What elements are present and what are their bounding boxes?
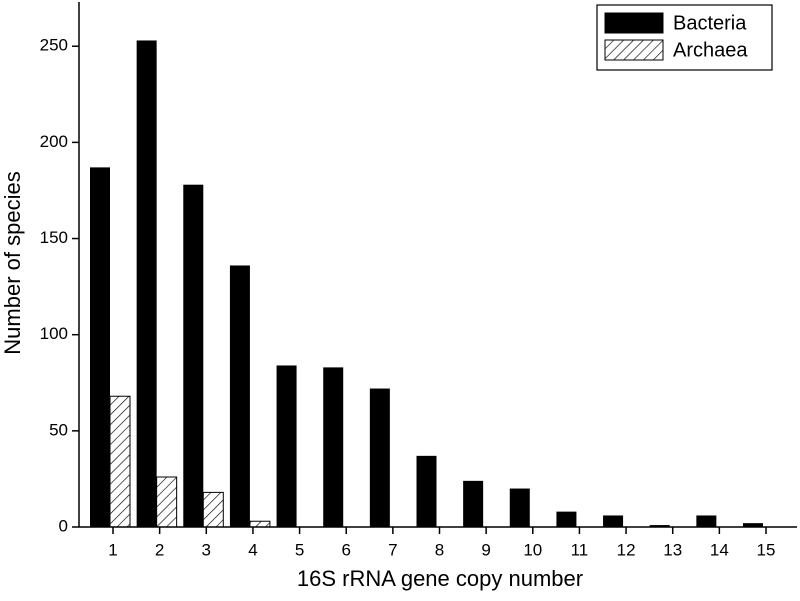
y-tick-label: 0 [59,516,68,535]
x-tick-label: 14 [710,540,729,559]
x-tick-label: 10 [523,540,542,559]
bar [229,265,250,527]
y-tick-label: 50 [49,420,68,439]
bar [463,480,484,527]
bar [109,395,131,528]
bar [696,515,717,527]
x-tick-label: 12 [617,540,636,559]
x-tick-label: 11 [571,540,589,559]
bar [369,388,390,527]
bar [136,40,157,527]
bar [416,455,437,527]
bar [183,184,204,527]
x-tick-label: 1 [108,540,117,559]
legend-swatch [604,12,664,34]
x-tick-label: 4 [248,540,257,559]
x-tick-label: 8 [435,540,444,559]
y-axis-title: Number of species [0,171,25,354]
bar [509,488,530,527]
bar [603,515,624,527]
x-axis-title: 16S rRNA gene copy number [297,566,583,591]
bar [556,511,577,527]
y-tick-label: 200 [40,132,68,151]
x-tick-label: 2 [155,540,164,559]
bar [156,476,178,528]
x-tick-label: 3 [202,540,211,559]
y-tick-label: 100 [40,324,68,343]
bar [276,365,297,527]
y-tick-label: 150 [40,228,68,247]
x-tick-label: 5 [295,540,304,559]
x-tick-label: 15 [757,540,776,559]
bar [90,167,110,527]
bar [649,525,670,527]
x-tick-label: 9 [481,540,490,559]
legend-swatch [604,39,664,61]
x-tick-label: 6 [341,540,350,559]
bar [323,367,344,527]
bar [743,523,763,527]
legend-label: Bacteria [673,12,747,34]
y-tick-label: 250 [40,36,68,55]
bar [249,520,271,528]
bar [202,491,224,528]
legend-label: Archaea [673,39,748,61]
x-tick-label: 13 [663,540,682,559]
x-tick-label: 7 [388,540,397,559]
